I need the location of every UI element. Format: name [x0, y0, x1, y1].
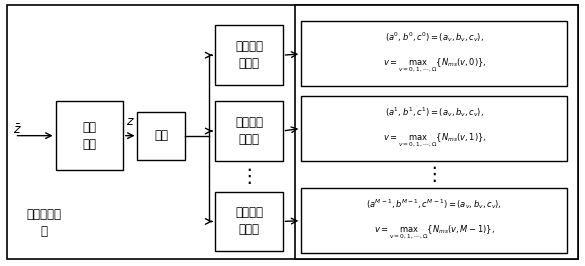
Text: 恢复数据
并统计: 恢复数据 并统计: [235, 40, 263, 70]
Bar: [137, 112, 185, 160]
Text: $v=\underset{v=0,1,\cdots,\Omega}{\max}\{N_{ms}(v,1)\},$: $v=\underset{v=0,1,\cdots,\Omega}{\max}\…: [383, 132, 486, 149]
Bar: [301, 21, 567, 86]
Text: 恢复数据
并统计: 恢复数据 并统计: [235, 206, 263, 236]
Bar: [301, 96, 567, 161]
Text: 分组: 分组: [154, 129, 168, 142]
Bar: [301, 188, 567, 253]
Text: $\bar{z}$: $\bar{z}$: [13, 124, 22, 137]
Text: ⋮: ⋮: [425, 165, 444, 184]
Bar: [215, 25, 283, 85]
Text: $z$: $z$: [126, 115, 135, 128]
Bar: [215, 192, 283, 251]
Text: $(a^1,b^1,c^1)=(a_v,b_v,c_v),$: $(a^1,b^1,c^1)=(a_v,b_v,c_v),$: [385, 105, 484, 119]
Bar: [295, 5, 578, 259]
Text: $v=\underset{v=0,1,\cdots,\Omega}{\max}\{N_{ms}(v,M-1)\},$: $v=\underset{v=0,1,\cdots,\Omega}{\max}\…: [374, 224, 495, 241]
Bar: [56, 101, 123, 170]
Text: $v=\underset{v=0,1,\cdots,\Omega}{\max}\{N_{ms}(v,0)\},$: $v=\underset{v=0,1,\cdots,\Omega}{\max}\…: [383, 57, 486, 74]
Text: 恢复边带信
息: 恢复边带信 息: [26, 209, 61, 238]
Bar: [215, 101, 283, 161]
Text: 滤除
噪声: 滤除 噪声: [82, 121, 96, 151]
Text: ⋮: ⋮: [239, 167, 259, 186]
Text: 恢复数据
并统计: 恢复数据 并统计: [235, 116, 263, 146]
Text: $(a^0,b^0,c^0)=(a_v,b_v,c_v),$: $(a^0,b^0,c^0)=(a_v,b_v,c_v),$: [385, 30, 484, 44]
Text: $(a^{M-1},b^{M-1},c^{M-1})=(a_v,b_v,c_v),$: $(a^{M-1},b^{M-1},c^{M-1})=(a_v,b_v,c_v)…: [366, 197, 503, 211]
